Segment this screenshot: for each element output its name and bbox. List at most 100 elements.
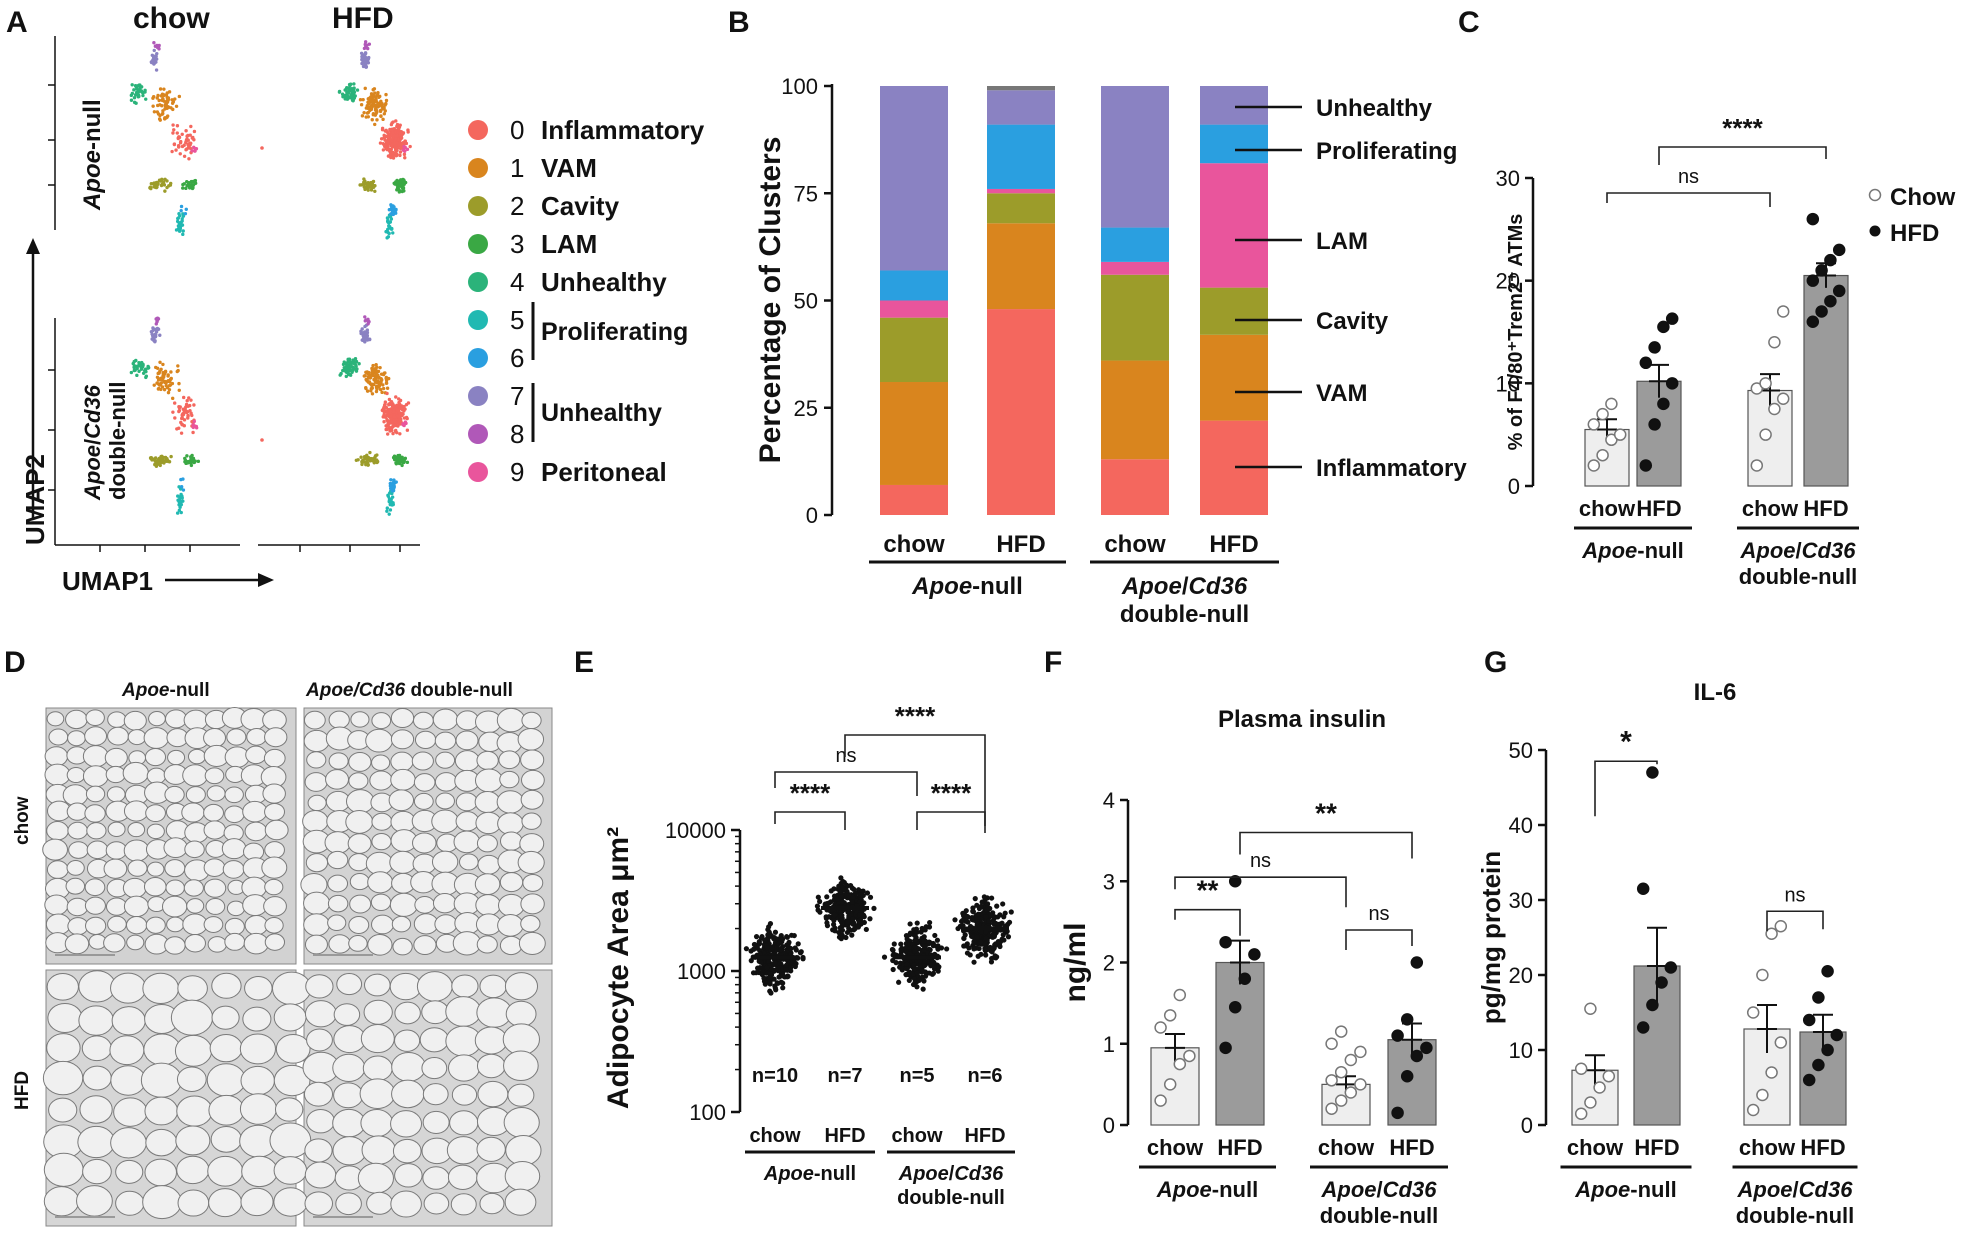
significance-stars: *	[1620, 725, 1632, 758]
adipocyte	[170, 999, 214, 1036]
umap-cell-dot	[373, 122, 377, 127]
umap-cell-dot	[178, 152, 182, 156]
umap-cell-dot	[182, 143, 186, 147]
adipocyte	[177, 975, 208, 1002]
adipocyte	[274, 1097, 304, 1122]
umap-double-chow	[129, 316, 201, 515]
adipocyte	[174, 1034, 213, 1067]
umap-cell-dot	[192, 403, 196, 407]
adipocyte	[445, 996, 482, 1027]
data-point	[758, 959, 764, 965]
umap-cell-dot	[380, 408, 385, 413]
data-point	[849, 899, 855, 905]
umap-cell-dot	[374, 372, 379, 376]
data-point	[1154, 1094, 1167, 1107]
bar-segment-vam	[1101, 360, 1169, 460]
umap-cell-dot	[393, 419, 397, 424]
data-point	[828, 888, 834, 894]
data-point	[970, 905, 976, 911]
umap-cell-dot	[391, 231, 395, 235]
umap-cell-dot	[151, 94, 156, 99]
group-label: Apoe-null	[911, 573, 1023, 600]
data-point	[1584, 1096, 1597, 1109]
umap-cell-dot	[186, 142, 190, 147]
umap-cell-dot	[384, 134, 389, 139]
umap1-arrowhead	[258, 573, 274, 587]
data-point	[912, 948, 918, 954]
adipocyte	[81, 1035, 112, 1062]
data-point	[1391, 1106, 1404, 1120]
adipocyte	[332, 1136, 367, 1166]
cluster-legend: 0 Inflammatory 1 VAM 2 Cavity 3 LAM 4 Unhealthy 5 6…	[468, 115, 705, 487]
data-point	[1821, 965, 1834, 978]
adipocyte	[517, 850, 545, 875]
umap-cell-dot	[158, 113, 162, 118]
umap-cell-dot	[184, 207, 188, 211]
data-point	[1410, 956, 1424, 969]
umap-cell-dot	[395, 124, 399, 129]
umap-cell-dot	[375, 93, 380, 97]
adipocyte	[182, 913, 208, 936]
adipocyte	[48, 1097, 78, 1123]
n-label: n=10	[752, 1065, 798, 1087]
x-tick-label: HFD	[1217, 1135, 1262, 1160]
adipocyte	[496, 732, 523, 754]
data-point	[772, 960, 778, 966]
umap-cell-dot	[181, 488, 186, 492]
umap-cell-dot	[153, 459, 157, 463]
umap-cell-dot	[169, 370, 173, 374]
adipocyte	[209, 1034, 243, 1063]
annotation-label: Cavity	[1316, 308, 1389, 335]
data-point	[890, 966, 896, 973]
adipocyte	[210, 1125, 242, 1153]
data-point	[963, 908, 969, 914]
umap-cell-dot	[396, 397, 401, 401]
x-tick-label: HFD	[1389, 1135, 1434, 1160]
data-point	[767, 971, 773, 977]
adipocyte	[303, 710, 326, 730]
d-col1-label: Apoe-null	[121, 680, 210, 701]
umap-cell-dot	[378, 141, 383, 145]
adipocyte	[185, 786, 206, 804]
panel-label-c: C	[1458, 6, 1480, 39]
adipocyte	[390, 768, 416, 791]
data-point	[955, 925, 961, 932]
data-point	[795, 941, 801, 947]
adipocyte	[123, 895, 150, 918]
adipocyte	[111, 1006, 146, 1036]
adipocyte	[392, 1138, 422, 1164]
data-point	[912, 937, 918, 943]
adipocyte	[67, 821, 88, 840]
umap-cell-dot	[370, 118, 374, 122]
adipocyte	[127, 859, 148, 877]
adipocyte	[240, 1187, 274, 1217]
data-point	[993, 920, 999, 926]
umap-cell-dot	[362, 177, 366, 181]
data-point	[775, 980, 781, 986]
data-point	[850, 916, 856, 922]
umap-cell-dot	[392, 415, 397, 419]
adipocyte	[125, 916, 148, 935]
adipocyte	[44, 894, 69, 916]
adipocyte	[455, 811, 480, 832]
adipocyte	[327, 874, 349, 893]
umap-cell-dot	[337, 90, 342, 94]
data-point	[830, 927, 836, 933]
umap-cell-dot	[384, 102, 388, 106]
data-point	[952, 917, 958, 923]
umap-cell-dot	[177, 405, 181, 409]
umap-cell-dot	[173, 416, 177, 420]
data-point	[743, 946, 749, 952]
group-label: Apoe/Cd36	[1321, 1177, 1438, 1202]
group-label: Apoe-null	[1574, 1177, 1676, 1202]
row-label-double-null: double-null	[105, 381, 130, 500]
data-point	[1325, 1074, 1338, 1087]
adipocyte	[422, 1083, 449, 1106]
umap-cell-dot	[177, 94, 182, 99]
umap-cell-dot	[354, 458, 359, 462]
legend-number: 9	[510, 457, 524, 487]
data-point	[852, 926, 858, 932]
umap-cell-dot	[349, 360, 353, 364]
umap-cell-dot	[388, 508, 393, 512]
data-point	[838, 894, 845, 900]
